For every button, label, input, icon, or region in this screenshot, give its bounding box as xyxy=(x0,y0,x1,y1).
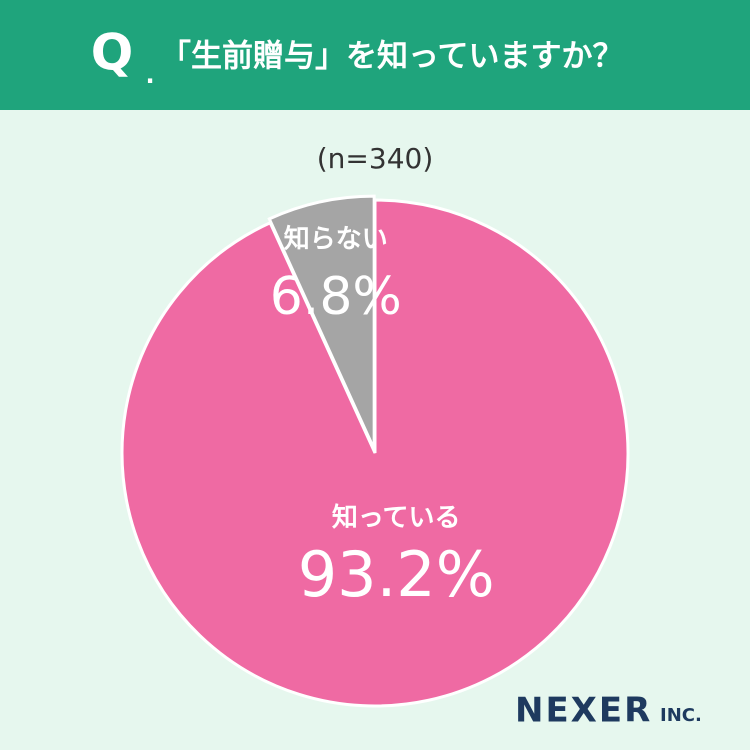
value-label: 93.2% xyxy=(298,538,495,611)
pie-slice xyxy=(120,198,630,708)
header-mark: Q xyxy=(91,24,134,82)
slice-label: 知らない xyxy=(284,225,388,255)
slice-label: 知っている xyxy=(332,503,461,533)
value-label: 6.8% xyxy=(270,267,402,327)
header-dot: . xyxy=(145,61,154,89)
brand: NEXER xyxy=(515,691,652,731)
header-band xyxy=(0,0,750,110)
brand-suffix: INC. xyxy=(660,705,702,726)
chart-subtitle: (n=340) xyxy=(317,142,434,175)
pie-slice xyxy=(267,194,376,450)
chart-title: 「生前贈与」を知っていますか？ xyxy=(160,39,623,75)
